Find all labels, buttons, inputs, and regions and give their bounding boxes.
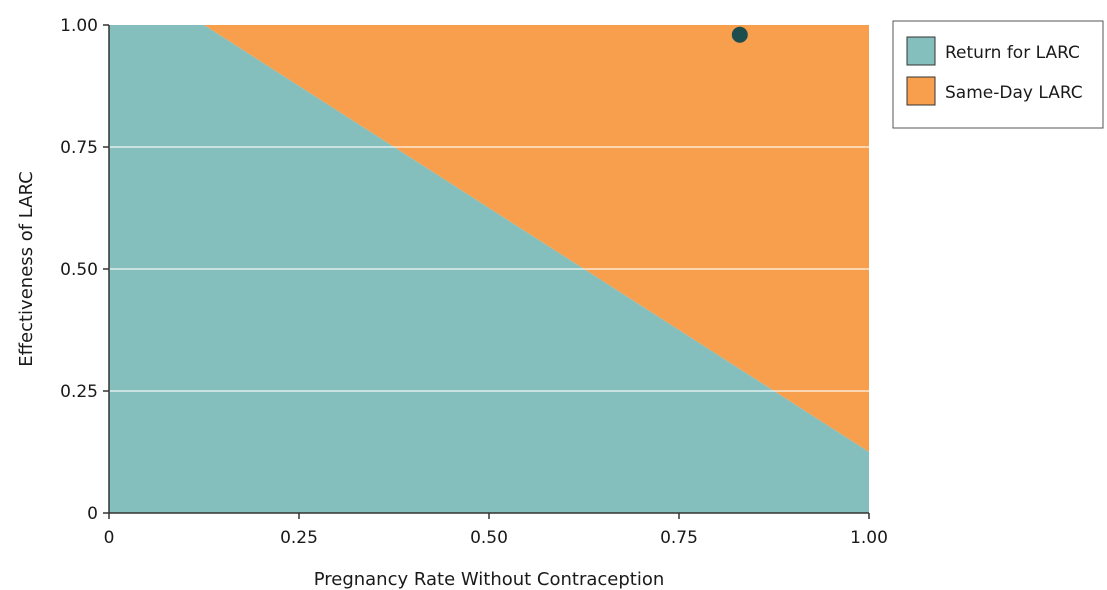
gridlines [109,146,869,392]
x-tick-label-2: 0.50 [470,528,508,548]
y-tick-label-4: 1.00 [60,16,98,36]
x-tick-label-0: 0 [104,528,115,548]
x-axis-title: Pregnancy Rate Without Contraception [314,569,665,590]
data-point-0 [731,26,748,43]
legend-swatch-same-day-larc [906,76,936,106]
y-tick-label-1: 0.25 [60,382,98,402]
legend-label-same-day-larc: Same-Day LARC [945,83,1083,103]
x-tick-label-3: 0.75 [660,528,698,548]
x-tick-label-1: 0.25 [280,528,318,548]
y-tick-label-3: 0.75 [60,138,98,158]
legend-swatch-return-for-larc [906,36,936,66]
ticks: 0 0.25 0.50 0.75 1.00 0 0.25 0.50 0.75 1.00 [60,16,888,548]
y-tick-label-2: 0.50 [60,260,98,280]
legend: Return for LARC Same-Day LARC [892,20,1104,129]
legend-label-return-for-larc: Return for LARC [945,43,1080,63]
x-tick-label-4: 1.00 [850,528,888,548]
y-tick-label-0: 0 [87,504,98,524]
y-axis-title: Effectiveness of LARC [16,171,37,367]
data-points [731,26,748,43]
